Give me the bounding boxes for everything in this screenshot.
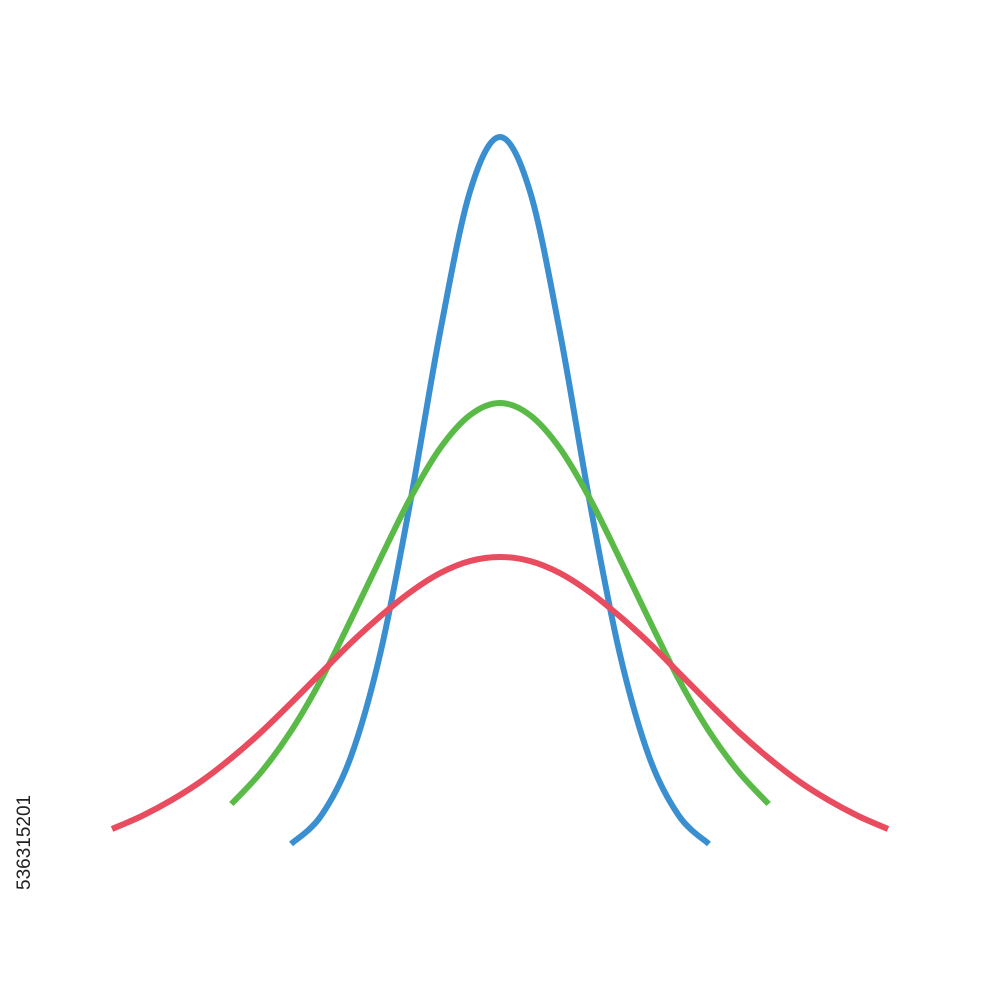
curve	[110, 553, 890, 832]
image-id: 536315201	[14, 795, 35, 890]
curve	[229, 399, 771, 807]
curve	[289, 133, 711, 847]
